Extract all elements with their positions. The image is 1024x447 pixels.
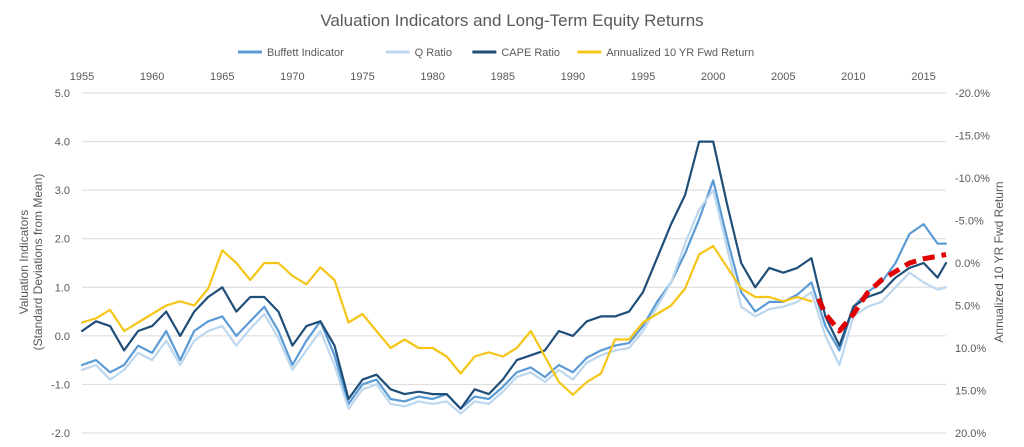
legend-label-annualized-10-yr-fwd-return: Annualized 10 YR Fwd Return <box>606 47 754 59</box>
series-lines <box>80 140 948 415</box>
series-line-annualized-10-yr-fwd-return <box>80 244 813 396</box>
chart-title: Valuation Indicators and Long-Term Equit… <box>320 11 703 30</box>
x-tick-label: 2005 <box>771 71 795 83</box>
x-tick-label: 1960 <box>140 71 164 83</box>
right-tick-label: -20.0% <box>955 88 990 100</box>
right-tick-label: 10.0% <box>955 343 986 355</box>
x-tick-label: 1985 <box>491 71 515 83</box>
x-axis-ticks: 1955 1960 1965 1970 1975 1980 1985 1990 1995 2000… <box>70 71 936 83</box>
right-tick-label: -15.0% <box>955 131 990 143</box>
legend: Buffett Indicator Q Ratio CAPE Ratio Annual… <box>237 47 754 59</box>
left-tick-label: 4.0 <box>55 137 70 149</box>
right-tick-label: 5.0% <box>955 301 980 313</box>
right-tick-label: -5.0% <box>955 216 984 228</box>
series-line-buffett-indicator <box>80 179 948 410</box>
left-axis-ticks: 5.0 4.0 3.0 2.0 1.0 0.0 -1.0 -2.0 <box>51 88 70 440</box>
left-tick-label: -1.0 <box>51 379 70 391</box>
x-tick-label: 1995 <box>631 71 655 83</box>
left-tick-label: 0.0 <box>55 331 70 343</box>
x-tick-label: 2015 <box>911 71 935 83</box>
x-tick-label: 1970 <box>280 71 304 83</box>
left-tick-label: 5.0 <box>55 88 70 100</box>
right-tick-label: 15.0% <box>955 386 986 398</box>
x-tick-label: 1990 <box>561 71 585 83</box>
series-line-q-ratio <box>80 189 948 415</box>
x-tick-label: 2010 <box>841 71 865 83</box>
legend-label-q-ratio: Q Ratio <box>415 47 452 59</box>
left-tick-label: 3.0 <box>55 185 70 197</box>
x-tick-label: 1955 <box>70 71 94 83</box>
left-axis-title-line1: Valuation Indicators <box>17 210 31 315</box>
left-axis-title-line2: (Standard Deviations from Mean) <box>31 174 45 351</box>
x-tick-label: 1980 <box>420 71 444 83</box>
right-axis-ticks: -20.0% -15.0% -10.0% -5.0% 0.0% 5.0% 10.0% 15.0… <box>955 88 990 440</box>
right-axis-title: Annualized 10 YR Fwd Return <box>992 181 1006 342</box>
series-line-cape-ratio <box>80 140 948 410</box>
left-tick-label: -2.0 <box>51 428 70 440</box>
x-tick-label: 2000 <box>701 71 725 83</box>
legend-label-cape-ratio: CAPE Ratio <box>501 47 560 59</box>
right-tick-label: 20.0% <box>955 428 986 440</box>
left-tick-label: 1.0 <box>55 282 70 294</box>
legend-label-buffett-indicator: Buffett Indicator <box>267 47 344 59</box>
x-tick-label: 1965 <box>210 71 234 83</box>
right-tick-label: 0.0% <box>955 258 980 270</box>
series-line-projection <box>816 252 947 334</box>
left-tick-label: 2.0 <box>55 234 70 246</box>
right-tick-label: -10.0% <box>955 173 990 185</box>
x-tick-label: 1975 <box>350 71 374 83</box>
gridlines <box>82 92 946 434</box>
